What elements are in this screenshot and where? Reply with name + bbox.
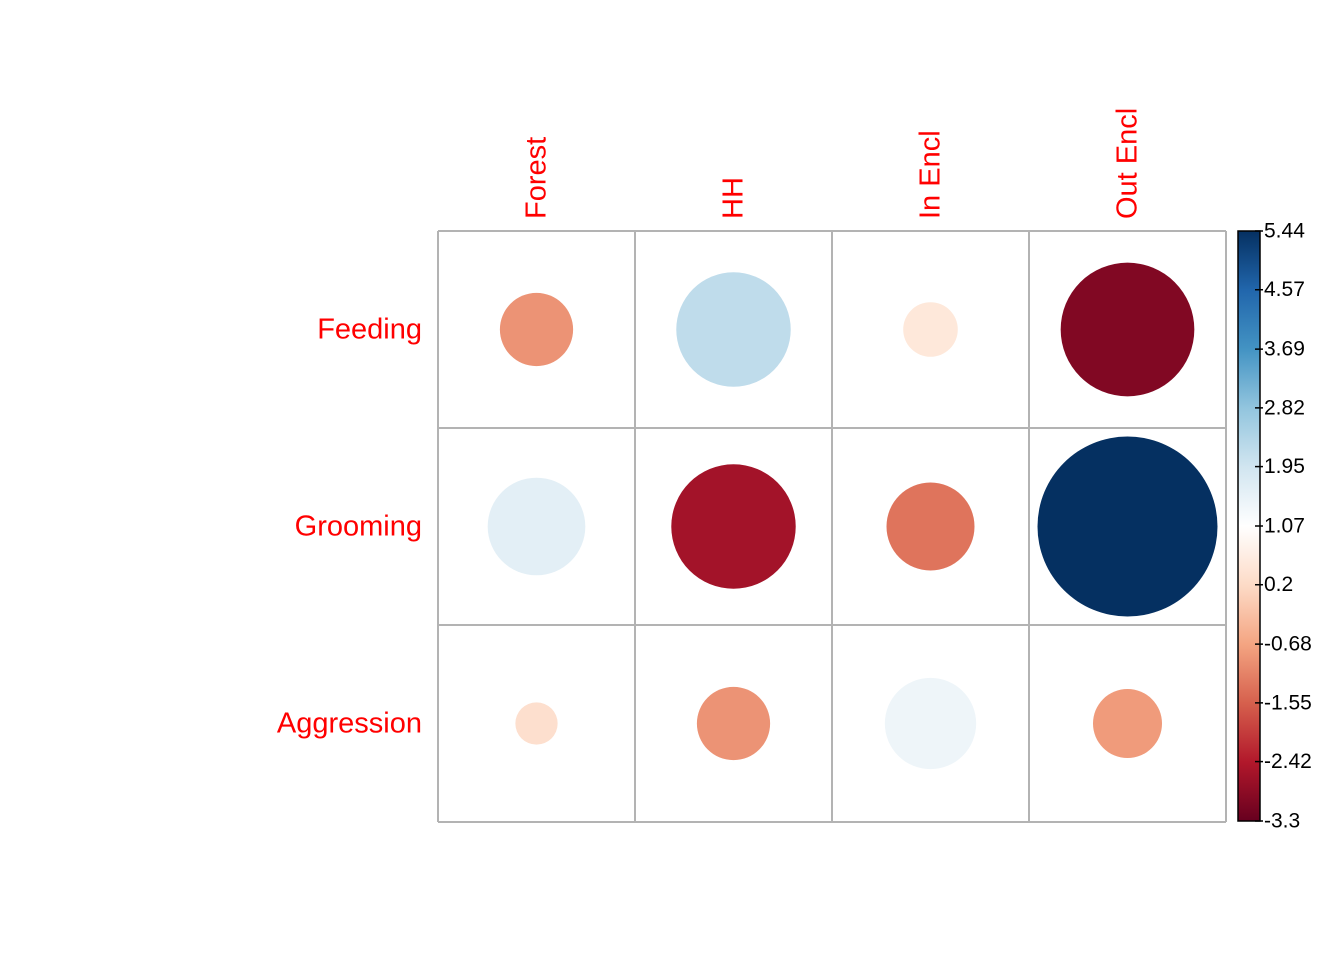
colorbar-tick-label: 3.69 <box>1264 338 1305 361</box>
cell-circle-feeding-forest <box>499 292 574 367</box>
column-labels: Forest HH In Encl Out Encl <box>521 108 1144 219</box>
cell-circle-grooming-hh <box>671 464 796 589</box>
row-label-feeding: Feeding <box>317 314 422 346</box>
colorbar-tick-label: 1.95 <box>1264 455 1305 478</box>
cell-circle-feeding-out-encl <box>1060 262 1195 397</box>
colorbar: 5.44 4.57 3.69 2.82 1.95 1.07 0.2 -0.68 -1.55 -2.… <box>1237 220 1312 833</box>
cells-layer <box>487 262 1218 770</box>
column-label-out-encl: Out Encl <box>1112 108 1144 219</box>
colorbar-tick-label: -1.55 <box>1264 691 1312 714</box>
colorbar-tick-label: 5.44 <box>1264 220 1305 243</box>
colorbar-tick-label: 2.82 <box>1264 396 1305 419</box>
colorbar-tick-label: -0.68 <box>1264 633 1312 656</box>
column-label-forest: Forest <box>521 137 553 219</box>
cell-circle-feeding-hh <box>676 272 791 387</box>
colorbar-tick-label: 1.07 <box>1264 515 1305 538</box>
cell-circle-aggression-in-encl <box>884 677 977 770</box>
cell-circle-feeding-in-encl <box>903 302 958 357</box>
colorbar-tick-label: -3.3 <box>1264 810 1300 833</box>
row-label-grooming: Grooming <box>295 511 422 543</box>
colorbar-tick-label: -2.42 <box>1264 750 1312 773</box>
column-label-hh: HH <box>718 177 750 219</box>
cell-circle-grooming-in-encl <box>886 482 975 571</box>
colorbar-tick-label: 4.57 <box>1264 278 1305 301</box>
row-label-aggression: Aggression <box>277 708 422 740</box>
grid-layer <box>437 230 1227 823</box>
colorbar-tick-label: 0.2 <box>1264 573 1293 596</box>
cell-circle-grooming-out-encl <box>1037 436 1218 617</box>
cell-circle-grooming-forest <box>487 477 586 576</box>
row-labels: Feeding Grooming Aggression <box>277 314 422 740</box>
column-label-in-encl: In Encl <box>915 130 947 219</box>
cell-circle-aggression-forest <box>515 702 558 745</box>
colorbar-gradient <box>1238 231 1260 821</box>
cell-circle-aggression-out-encl <box>1092 688 1163 759</box>
cell-circle-aggression-hh <box>696 686 771 761</box>
colorbar-ticks: 5.44 4.57 3.69 2.82 1.95 1.07 0.2 -0.68 -1.55 -2.… <box>1255 220 1312 833</box>
